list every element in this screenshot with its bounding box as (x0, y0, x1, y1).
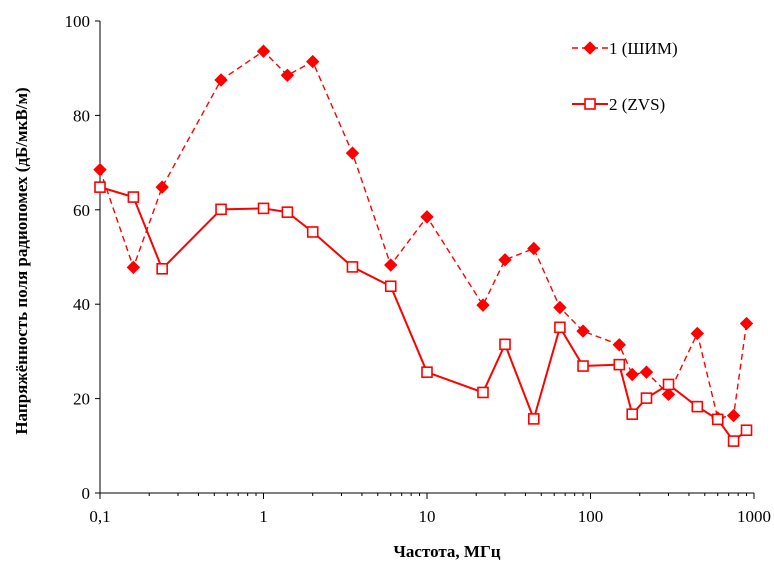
data-point (661, 387, 676, 402)
data-point (554, 321, 566, 334)
y-axis-ticks: 0 20 40 60 80 100 (65, 12, 100, 503)
data-point (613, 358, 626, 371)
data-point (691, 400, 704, 413)
series-line (99, 50, 748, 419)
series-layer (93, 44, 754, 447)
data-point (727, 435, 740, 447)
data-point (127, 191, 140, 203)
x-tick-label: 1 (259, 507, 268, 526)
data-point (499, 338, 511, 351)
y-tick-label: 100 (65, 12, 91, 31)
y-tick-label: 20 (73, 390, 90, 409)
data-point (639, 365, 654, 379)
data-point (476, 298, 490, 312)
x-tick-label: 1000 (737, 507, 771, 526)
x-tick-label: 10 (419, 507, 436, 526)
data-point (126, 260, 141, 275)
data-point (93, 162, 107, 177)
x-axis-ticks: 0,1 1 10 100 1000 (89, 493, 771, 526)
legend-marker (583, 41, 597, 55)
data-point (281, 206, 294, 218)
y-tick-label: 60 (73, 201, 90, 220)
data-point (306, 54, 320, 69)
data-point (257, 202, 270, 215)
data-point (280, 68, 295, 82)
data-point (576, 324, 590, 338)
legend: 1 (ШИМ) 2 (ZVS) (572, 39, 678, 114)
legend-marker (584, 98, 596, 110)
data-point (346, 261, 359, 273)
legend-label: 1 (ШИМ) (609, 39, 678, 58)
data-point (94, 181, 106, 193)
data-point (577, 360, 589, 372)
legend-label: 2 (ZVS) (609, 95, 665, 114)
series-1 (93, 44, 754, 425)
y-tick-label: 40 (73, 295, 90, 314)
data-point (345, 146, 360, 160)
data-point (662, 378, 675, 391)
y-tick-label: 80 (73, 106, 90, 125)
data-point (690, 326, 705, 341)
data-point (740, 424, 753, 437)
data-point (626, 408, 639, 420)
data-point (256, 44, 271, 58)
data-point (726, 408, 741, 423)
x-axis-title: Частота, МГц (393, 542, 500, 561)
data-point (711, 413, 724, 426)
data-point (156, 262, 168, 275)
data-point (214, 73, 228, 87)
data-point (155, 180, 169, 194)
data-point (625, 367, 639, 382)
data-point (477, 386, 489, 399)
legend-item-2: 2 (ZVS) (572, 95, 665, 114)
data-point (498, 253, 512, 267)
data-point (739, 316, 754, 331)
data-point (421, 366, 433, 378)
data-point (384, 258, 398, 272)
data-point (215, 203, 227, 216)
series-2 (94, 181, 753, 447)
data-point (527, 241, 541, 256)
data-point (420, 210, 434, 224)
legend-item-1: 1 (ШИМ) (572, 39, 678, 58)
data-point (528, 413, 540, 425)
y-tick-label: 0 (82, 484, 91, 503)
data-point (640, 392, 653, 404)
data-point (306, 226, 319, 238)
data-point (553, 300, 567, 315)
data-point (384, 280, 397, 293)
x-tick-label: 100 (578, 507, 604, 526)
data-point (612, 338, 626, 352)
x-tick-label: 0,1 (89, 507, 110, 526)
y-axis-title: Напряжённость поля радиопомех (дБ/мкВ/м) (12, 87, 31, 434)
